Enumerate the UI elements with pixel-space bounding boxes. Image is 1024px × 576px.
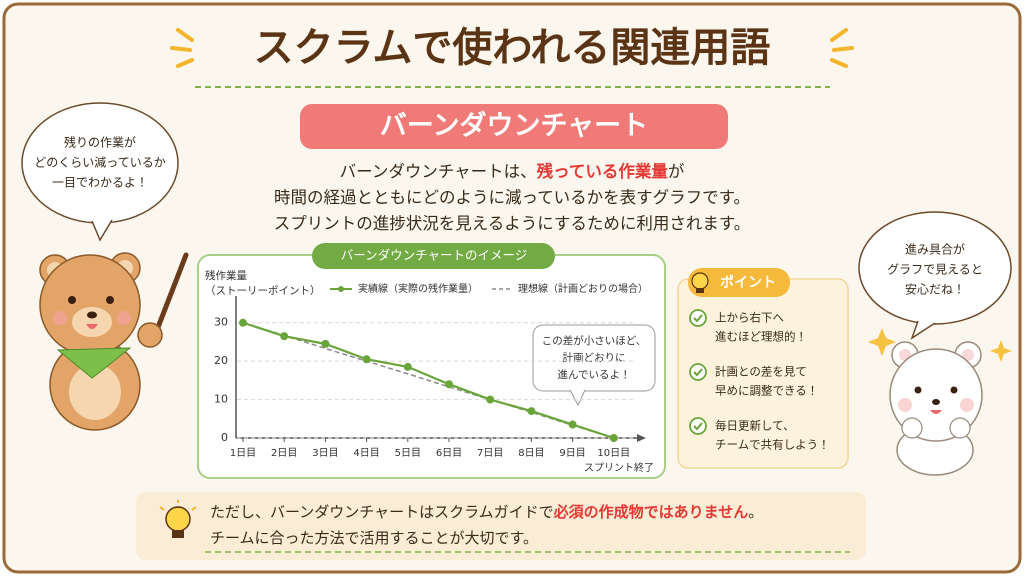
data-point bbox=[403, 362, 412, 371]
points-heading: ポイント bbox=[720, 274, 776, 291]
bubble-line: どのくらい減っているか bbox=[34, 155, 165, 170]
y-tick-label: 30 bbox=[214, 316, 228, 329]
text-segment: 時間の経過とともにどのように減っているかを表すグラフです。 bbox=[274, 188, 750, 207]
point-line: 上から右下へ bbox=[715, 311, 784, 325]
data-point bbox=[609, 434, 618, 442]
legend-swatch bbox=[338, 286, 344, 292]
check-icon bbox=[689, 309, 707, 327]
text-segment: ただし、バーンダウンチャートはスクラムガイドで bbox=[210, 503, 554, 521]
description-line: スプリントの進捗状況を見えるようにするために利用されます。 bbox=[274, 214, 751, 233]
y-axis-label: 残作業量 bbox=[205, 269, 247, 282]
check-mark bbox=[693, 422, 703, 431]
point-line: 計画との差を見て bbox=[715, 365, 807, 379]
description-line: バーンダウンチャートは、残っている作業量が bbox=[340, 161, 685, 181]
note-bulb bbox=[159, 500, 197, 538]
right-bubble bbox=[858, 211, 1012, 340]
data-point bbox=[568, 420, 577, 429]
data-point bbox=[445, 380, 453, 389]
data-point bbox=[280, 332, 289, 341]
page-title: スクラムで使われる関連用語 bbox=[254, 25, 771, 71]
y-tick-label: 20 bbox=[214, 354, 228, 367]
bubble-line: 進み具合が bbox=[905, 242, 965, 257]
annotation-line: この差が小さいほど、 bbox=[542, 334, 646, 347]
x-tick-label: 7日目 bbox=[477, 448, 503, 459]
text-segment: 。 bbox=[748, 503, 763, 521]
x-axis-label: スプリント終了 bbox=[584, 461, 654, 474]
x-tick-label: 1日目 bbox=[230, 448, 256, 459]
bulb-icon bbox=[691, 272, 709, 293]
x-tick-label: 6日目 bbox=[436, 448, 462, 459]
bubble-line: グラフで見えると bbox=[887, 263, 983, 277]
legend-label: 理想線（計画どおりの場合） bbox=[518, 282, 648, 295]
data-point bbox=[527, 407, 536, 416]
annotation-line: 計画どおりに bbox=[563, 352, 626, 364]
data-point bbox=[486, 395, 495, 404]
legend-label: 実績線（実際の残作業量） bbox=[358, 282, 478, 295]
check-mark bbox=[693, 314, 703, 323]
data-point bbox=[321, 339, 330, 348]
point-line: 早めに調整できる！ bbox=[715, 384, 818, 398]
left-bear bbox=[39, 252, 189, 431]
annotation-bubble bbox=[532, 324, 656, 407]
text-segment: が bbox=[668, 162, 685, 181]
note-line: ただし、バーンダウンチャートはスクラムガイドで必須の作成物ではありません。 bbox=[210, 503, 763, 521]
text-segment: 必須の作成物ではありません bbox=[553, 503, 749, 521]
y-tick-label: 0 bbox=[221, 431, 228, 444]
section-pill bbox=[300, 104, 728, 149]
series-line bbox=[242, 321, 615, 440]
text-segment: チームに合った方法で活用することが大切です。 bbox=[210, 529, 538, 547]
check-icon bbox=[689, 417, 707, 435]
x-tick-label: 4日目 bbox=[353, 448, 379, 459]
check-mark bbox=[693, 368, 703, 377]
annotation-line: 進んでいるよ！ bbox=[558, 368, 631, 381]
data-point bbox=[362, 355, 371, 364]
point-line: チームで共有しよう！ bbox=[715, 438, 830, 452]
x-tick-label: 5日目 bbox=[395, 448, 421, 459]
note-line: チームに合った方法で活用することが大切です。 bbox=[210, 529, 538, 547]
title-sparks bbox=[170, 28, 854, 68]
left-bubble bbox=[21, 102, 179, 242]
bubble-line: 安心だね！ bbox=[905, 283, 965, 297]
section-heading: バーンダウンチャート bbox=[380, 110, 648, 142]
x-tick-label: 2日目 bbox=[271, 448, 297, 459]
x-tick-label: 8日目 bbox=[518, 448, 544, 459]
bubble-line: 残りの作業が bbox=[64, 135, 136, 150]
points-badge bbox=[688, 268, 790, 297]
right-bear bbox=[868, 328, 1012, 476]
x-tick-label: 10日目 bbox=[597, 448, 630, 459]
y-tick-label: 10 bbox=[214, 393, 228, 406]
text-segment: バーンダウンチャートは、 bbox=[340, 162, 537, 181]
chart-badge bbox=[312, 243, 555, 269]
y-axis-label: （ストーリーポイント） bbox=[205, 285, 321, 297]
text-segment: 残っている作業量 bbox=[536, 161, 669, 181]
description-line: 時間の経過とともにどのように減っているかを表すグラフです。 bbox=[274, 188, 750, 207]
data-point bbox=[239, 318, 247, 327]
x-tick-label: 3日目 bbox=[312, 448, 338, 459]
note-card bbox=[136, 492, 866, 560]
x-tick-label: 9日目 bbox=[559, 448, 585, 459]
chart-title: バーンダウンチャートのイメージ bbox=[341, 248, 528, 263]
point-line: 進むほど理想的！ bbox=[715, 330, 807, 344]
point-line: 毎日更新して、 bbox=[715, 419, 795, 433]
text-segment: スプリントの進捗状況を見えるようにするために利用されます。 bbox=[274, 214, 751, 233]
check-icon bbox=[689, 363, 707, 381]
bubble-line: 一目でわかるよ！ bbox=[52, 176, 148, 190]
